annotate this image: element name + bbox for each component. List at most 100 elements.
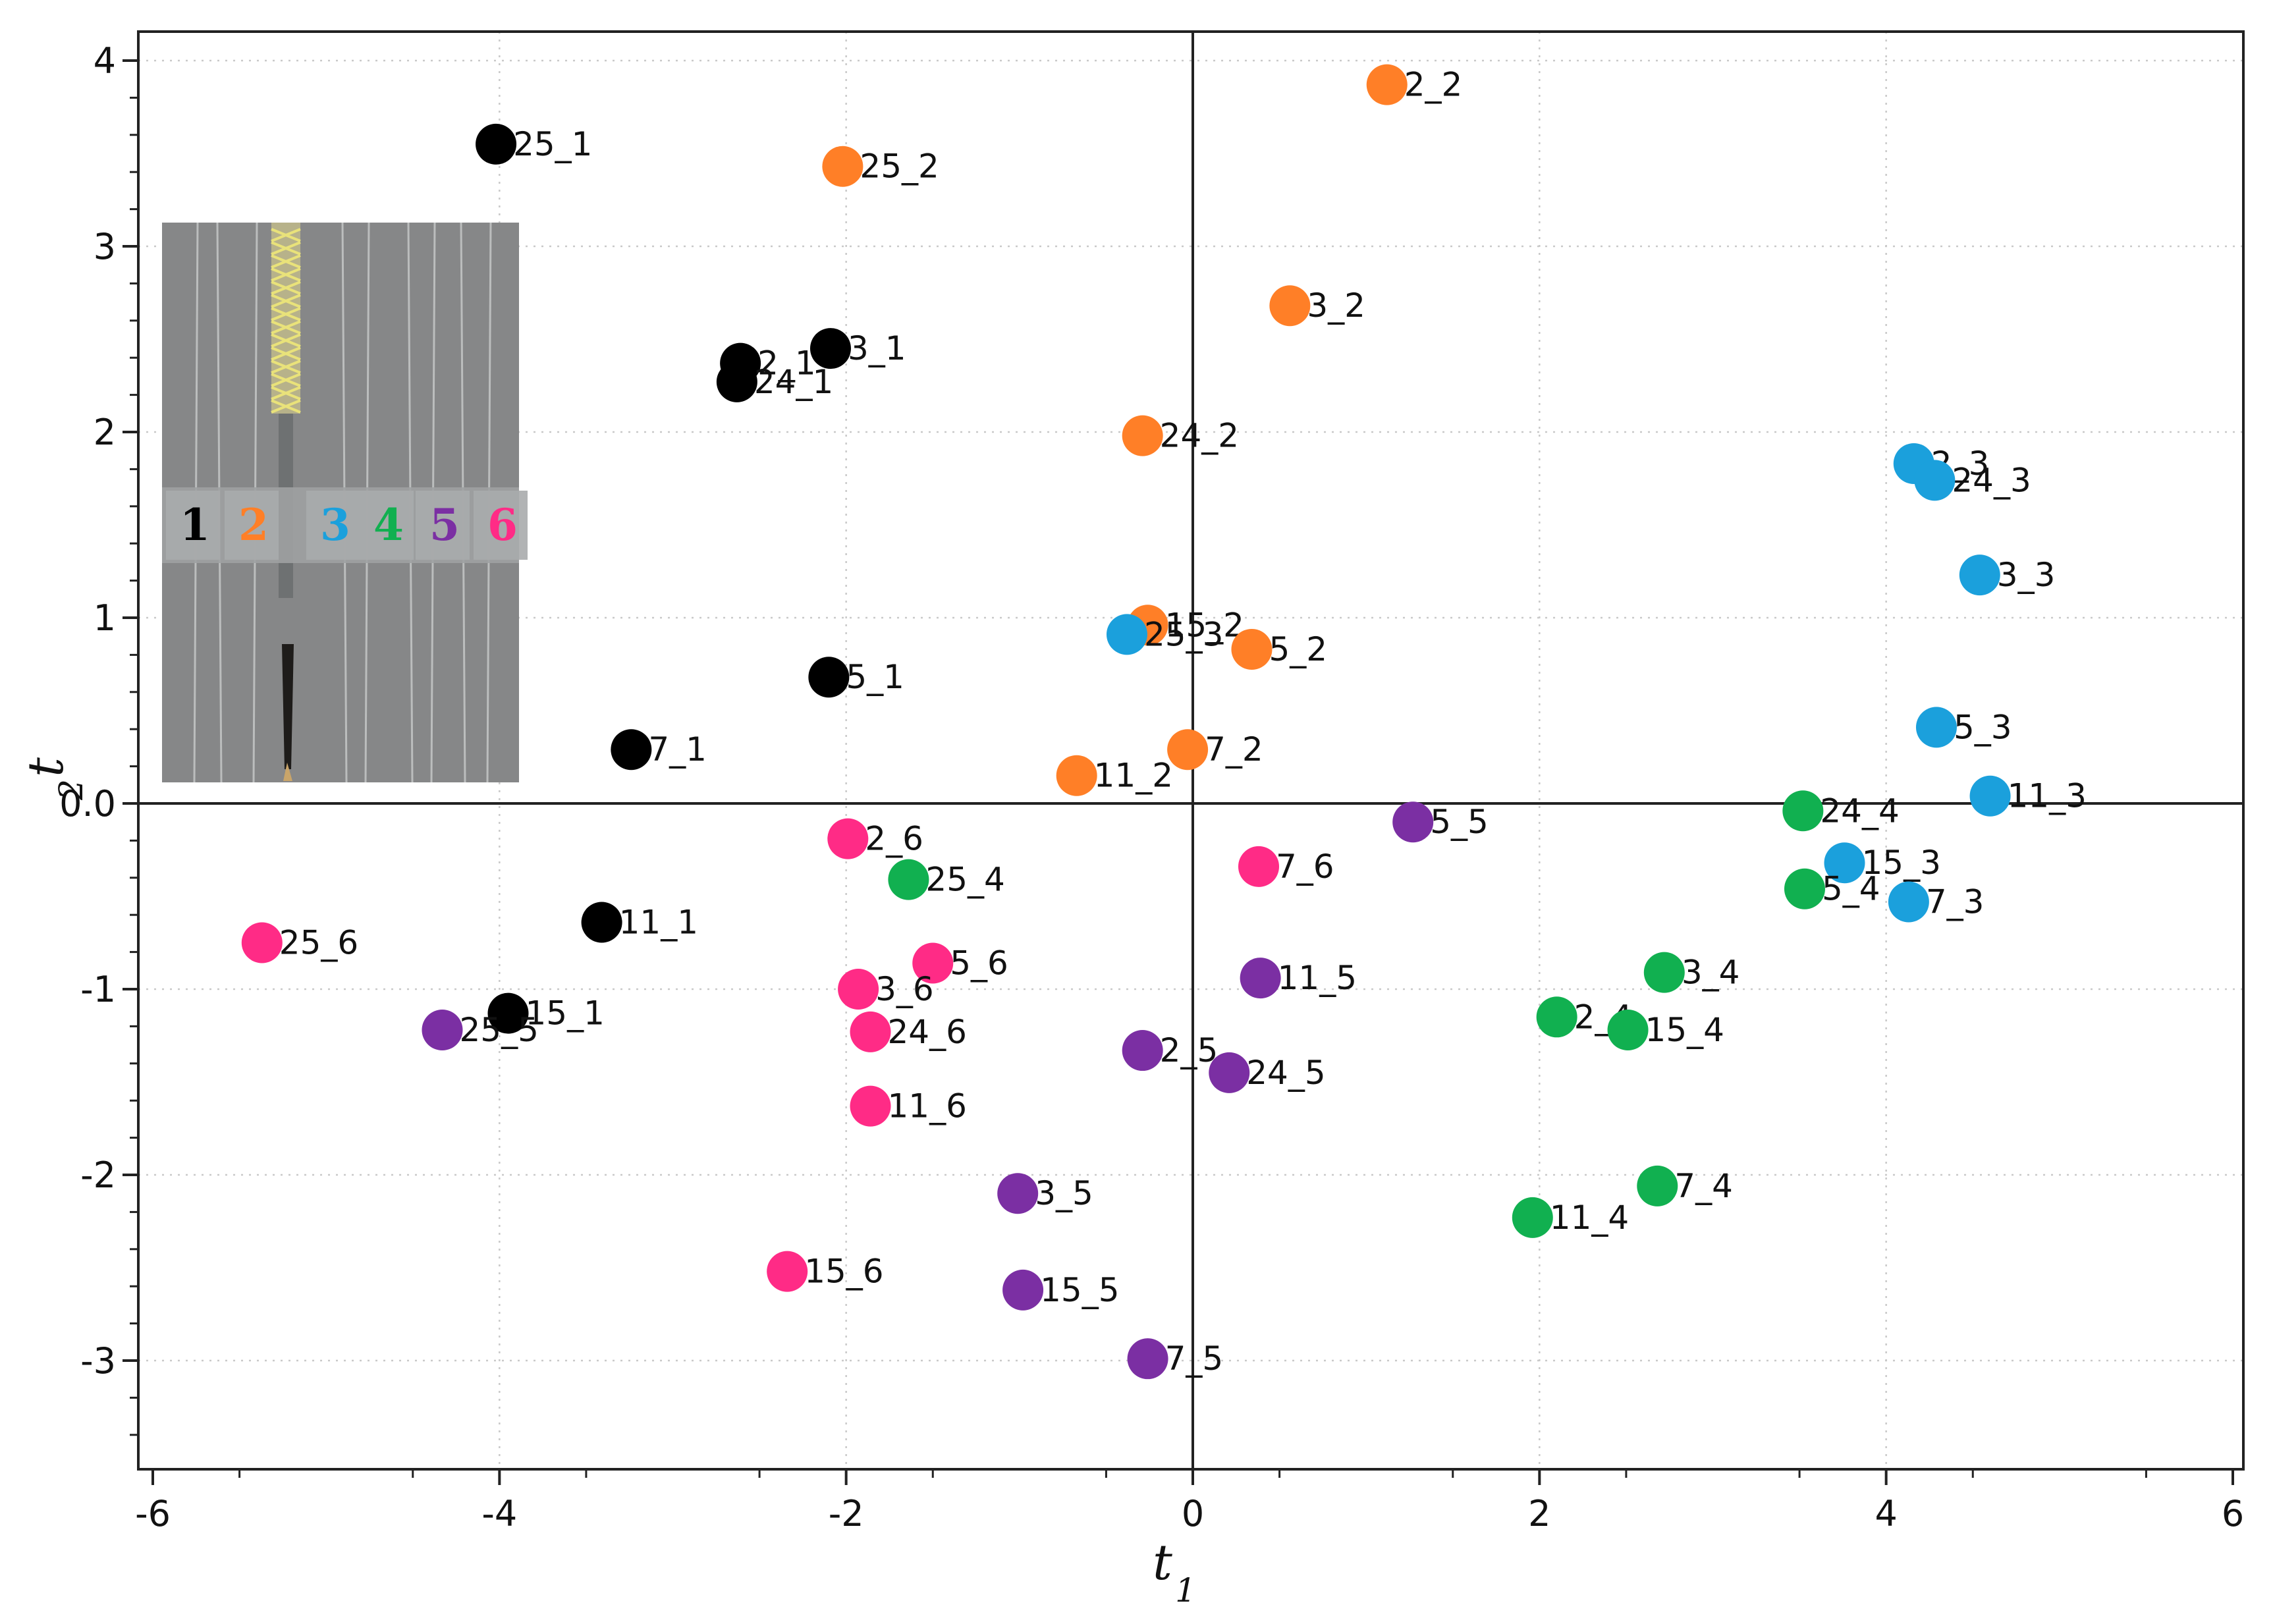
- data-point: [1122, 1030, 1163, 1071]
- data-point-label: 25_1: [513, 125, 592, 163]
- inset-yarn-stitch: [271, 241, 301, 256]
- data-point: [1969, 775, 2011, 817]
- data-point: [476, 123, 517, 165]
- data-point-label: 3_4: [1682, 954, 1740, 992]
- inset-yarn-stitch: [271, 373, 301, 387]
- x-axis-title: t 1: [1153, 1534, 1196, 1610]
- y-tick-label: 2: [94, 412, 116, 453]
- data-point-label: 5_5: [1430, 803, 1489, 841]
- data-point-label: 25_3: [1144, 615, 1223, 653]
- legend-swatch-box: [474, 491, 528, 560]
- x-tick-label: -4: [481, 1493, 517, 1534]
- data-point: [1914, 460, 1956, 501]
- data-point: [808, 657, 850, 698]
- x-axis-label-subscript: 1: [1175, 1571, 1196, 1610]
- data-point: [809, 328, 851, 369]
- data-point-label: 5_6: [950, 944, 1008, 983]
- data-point: [1959, 555, 2000, 596]
- grid-layer: [138, 32, 2243, 1469]
- data-point-label: 11_3: [2008, 777, 2087, 815]
- legend-swatch-box: [306, 491, 360, 560]
- data-point: [838, 969, 879, 1010]
- inset-yarn-stitch: [271, 281, 301, 295]
- data-point-label: 24_3: [1952, 461, 2031, 499]
- legend-entry-3: 3: [320, 499, 350, 551]
- inset-yarn-stitch: [271, 360, 301, 374]
- data-point-label: 24_2: [1160, 417, 1239, 455]
- data-point: [1231, 628, 1273, 670]
- data-point-label: 2_5: [1160, 1031, 1219, 1069]
- legend-entry-5: 5: [429, 499, 460, 551]
- y-tick-label: 0.0: [59, 783, 116, 825]
- data-point-label: 25_5: [459, 1011, 538, 1049]
- data-point-label: 2_2: [1404, 66, 1463, 104]
- data-point: [850, 1085, 891, 1127]
- data-point: [1240, 958, 1281, 999]
- data-point-label: 5_4: [1822, 870, 1880, 908]
- legend-swatch-box: [416, 491, 470, 560]
- data-point: [1888, 881, 1929, 923]
- series-4: 24_425_4 5_43_42_4 15_47_411_4: [888, 790, 1900, 1238]
- data-point: [1643, 952, 1685, 993]
- x-tick-label: 2: [1528, 1493, 1550, 1534]
- data-point-label: 2_6: [865, 820, 923, 858]
- series-6: 2_6 7_6 25_6 5_6 3_6 24_6 11_6 15_6: [241, 818, 1334, 1292]
- data-point: [1782, 790, 1824, 832]
- data-point: [822, 146, 863, 187]
- data-point: [716, 361, 757, 402]
- legend-entry-1: 1: [180, 499, 210, 551]
- data-point: [1784, 868, 1825, 909]
- data-point-label: 3_5: [1035, 1174, 1093, 1212]
- data-point-label: 3_3: [1997, 556, 2056, 594]
- y-tick-label: 1: [94, 597, 116, 639]
- data-point: [1269, 285, 1311, 327]
- data-point-label: 11_2: [1094, 757, 1173, 795]
- data-point: [850, 1011, 891, 1052]
- legend-swatch-box: [166, 491, 220, 560]
- data-point-label: 5_1: [846, 658, 904, 696]
- data-point-label: 25_6: [279, 924, 358, 962]
- data-point-label: 15_3: [1862, 844, 1941, 882]
- data-point-label: 11_4: [1550, 1199, 1629, 1237]
- data-point-label: 7_3: [1926, 882, 1985, 921]
- data-point: [912, 942, 954, 984]
- data-point: [611, 729, 652, 771]
- points-layer: 25_13_12_124_15_17_111_115_12_225_23_224…: [241, 64, 2087, 1380]
- inset-needle-tip: [283, 763, 292, 781]
- y-tick-label: -1: [80, 969, 116, 1010]
- data-point-label: 24_1: [754, 363, 833, 401]
- x-tick-label: 0: [1182, 1493, 1204, 1534]
- series-2: 2_2 25_2 3_2 24_2 15_2 5_2 7_2 11_2: [822, 64, 1463, 796]
- data-point-label: 7_2: [1205, 730, 1263, 769]
- x-tick-label: 4: [1875, 1493, 1897, 1534]
- data-point: [1637, 1165, 1678, 1206]
- inset-yarn-stitch: [271, 386, 301, 400]
- data-point: [422, 1010, 463, 1051]
- data-point: [827, 818, 869, 859]
- y-axis-title: t 2: [18, 757, 90, 801]
- inset-yarn-stitch: [271, 254, 301, 269]
- data-point: [1209, 1052, 1250, 1093]
- data-point-label: 7_6: [1276, 848, 1334, 886]
- series-5: 5_5 11_5 25_5 2_5 24_5 3_5 15_5 7_5: [422, 801, 1489, 1380]
- data-point: [1106, 614, 1147, 655]
- y-tick-label: -2: [80, 1154, 116, 1196]
- data-point: [997, 1173, 1039, 1214]
- data-point: [1366, 64, 1408, 105]
- legend-entry-6: 6: [487, 499, 518, 551]
- x-tick-label: 6: [2222, 1493, 2244, 1534]
- inset-yarn-stitch: [271, 320, 301, 335]
- data-point-label: 15_4: [1645, 1011, 1724, 1049]
- data-point-label: 3_2: [1307, 286, 1365, 325]
- data-point-label: 3_1: [848, 329, 906, 367]
- legend-swatch-box: [225, 491, 279, 560]
- data-point-label: 15_1: [525, 994, 604, 1033]
- x-tick-label: -2: [829, 1493, 864, 1534]
- data-point-label: 25_4: [925, 861, 1004, 899]
- data-point-label: 11_5: [1278, 959, 1357, 997]
- data-point: [1002, 1269, 1044, 1311]
- inset-yarn-stitch: [271, 399, 301, 414]
- data-point: [1512, 1197, 1553, 1238]
